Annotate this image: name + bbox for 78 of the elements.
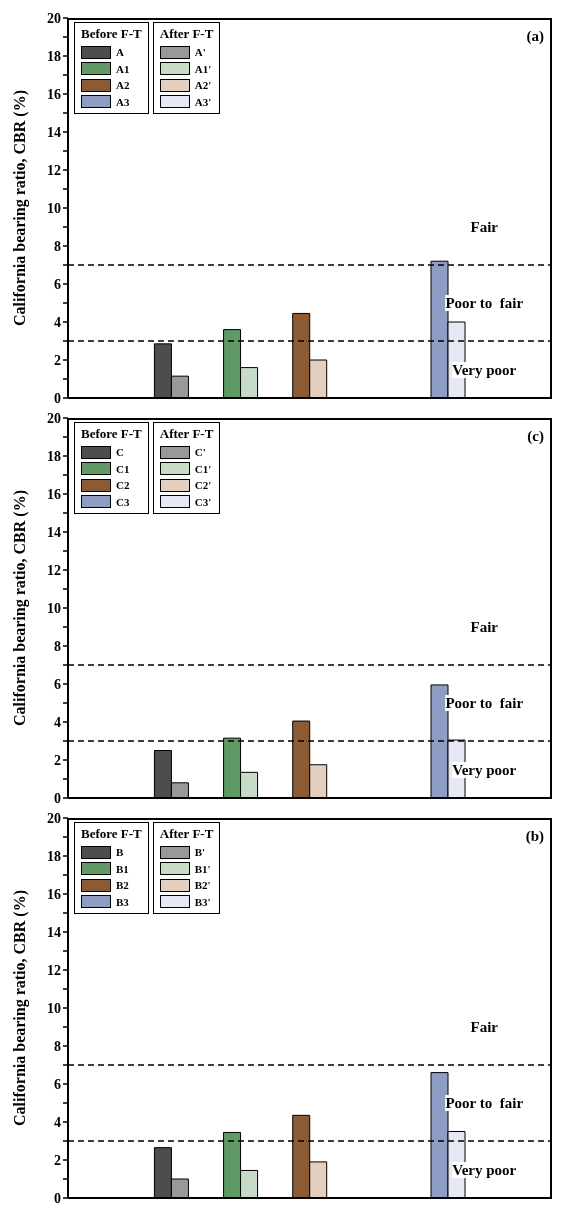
y-tick-label: 6 (54, 1076, 61, 1092)
y-tick-label: 16 (47, 886, 61, 902)
legend-label: C1 (116, 462, 130, 475)
legend-label: A3 (116, 95, 130, 108)
legend-label: C2 (116, 479, 130, 492)
y-tick-label: 18 (47, 448, 61, 464)
y-tick-label: 12 (47, 162, 61, 178)
text: (a) (526, 28, 544, 45)
legend-label: A' (194, 46, 206, 59)
legend-label: A2' (194, 79, 212, 92)
y-axis-title: California bearing ratio, CBR (%) (10, 890, 29, 1126)
legend-label: A (116, 46, 124, 59)
y-tick-label: 14 (47, 924, 61, 940)
annotation: Poor to fair (445, 695, 524, 711)
annotation: Before F-T (81, 826, 142, 842)
y-tick-label: 2 (54, 352, 61, 368)
y-tick-label: 8 (54, 238, 61, 254)
text: (c) (527, 428, 544, 445)
legend-label: B3 (116, 895, 129, 908)
y-tick-label: 0 (54, 1190, 61, 1206)
legend-label: B1' (194, 862, 211, 875)
y-tick-label: 18 (47, 48, 61, 64)
legend-label: A1' (194, 62, 212, 75)
annotation: After F-T (159, 426, 214, 442)
legend-label: B2 (116, 879, 129, 892)
legend-label: C (116, 446, 124, 459)
legend-label: B' (194, 846, 206, 859)
y-tick-label: 14 (47, 524, 61, 540)
y-tick-label: 10 (47, 1000, 61, 1016)
annotation: Before F-T (81, 26, 142, 42)
y-tick-label: 10 (47, 600, 61, 616)
annotation: Fair (470, 219, 498, 235)
y-tick-label: 4 (54, 314, 61, 330)
y-tick-label: 0 (54, 390, 61, 406)
y-tick-label: 18 (47, 848, 61, 864)
annotation: Before F-T (81, 426, 142, 442)
annotation: Very poor (452, 761, 517, 778)
y-tick-label: 20 (47, 10, 61, 26)
annotation: After F-T (159, 826, 214, 842)
legend-label: B (116, 846, 124, 859)
y-tick-label: 12 (47, 562, 61, 578)
y-tick-label: 8 (54, 1038, 61, 1054)
annotation: After F-T (159, 26, 214, 42)
y-tick-label: 6 (54, 276, 61, 292)
legend-label: C2' (194, 479, 212, 492)
y-tick-label: 2 (54, 1152, 61, 1168)
y-tick-label: 14 (47, 124, 61, 140)
annotation: Fair (470, 619, 498, 635)
legend-label: C3 (116, 495, 130, 508)
y-tick-label: 20 (47, 810, 61, 826)
legend-label: C3' (194, 495, 212, 508)
y-axis-title: California bearing ratio, CBR (%) (10, 90, 29, 326)
legend-label: A2 (116, 79, 130, 92)
y-axis-title: California bearing ratio, CBR (%) (10, 490, 29, 726)
y-tick-label: 4 (54, 1114, 61, 1130)
y-tick-label: 12 (47, 962, 61, 978)
legend-label: C1' (194, 462, 212, 475)
y-tick-label: 16 (47, 86, 61, 102)
legend-label: B1 (116, 862, 129, 875)
y-tick-label: 0 (54, 790, 61, 806)
y-tick-label: 6 (54, 676, 61, 692)
annotation: Poor to fair (445, 1095, 524, 1111)
annotation: Very poor (452, 1161, 517, 1178)
legend-label: A3' (194, 95, 212, 108)
annotation: Very poor (452, 361, 517, 378)
legend-label: A1 (116, 62, 130, 75)
y-tick-label: 4 (54, 714, 61, 730)
annotation: Poor to fair (445, 295, 524, 311)
y-tick-label: 8 (54, 638, 61, 654)
y-tick-label: 16 (47, 486, 61, 502)
legend-label: C' (194, 446, 206, 459)
y-tick-label: 10 (47, 200, 61, 216)
y-tick-label: 20 (47, 410, 61, 426)
legend-label: B2' (194, 879, 211, 892)
y-tick-label: 2 (54, 752, 61, 768)
text: (b) (525, 828, 544, 845)
legend-label: B3' (194, 895, 211, 908)
annotation: Fair (470, 1019, 498, 1035)
